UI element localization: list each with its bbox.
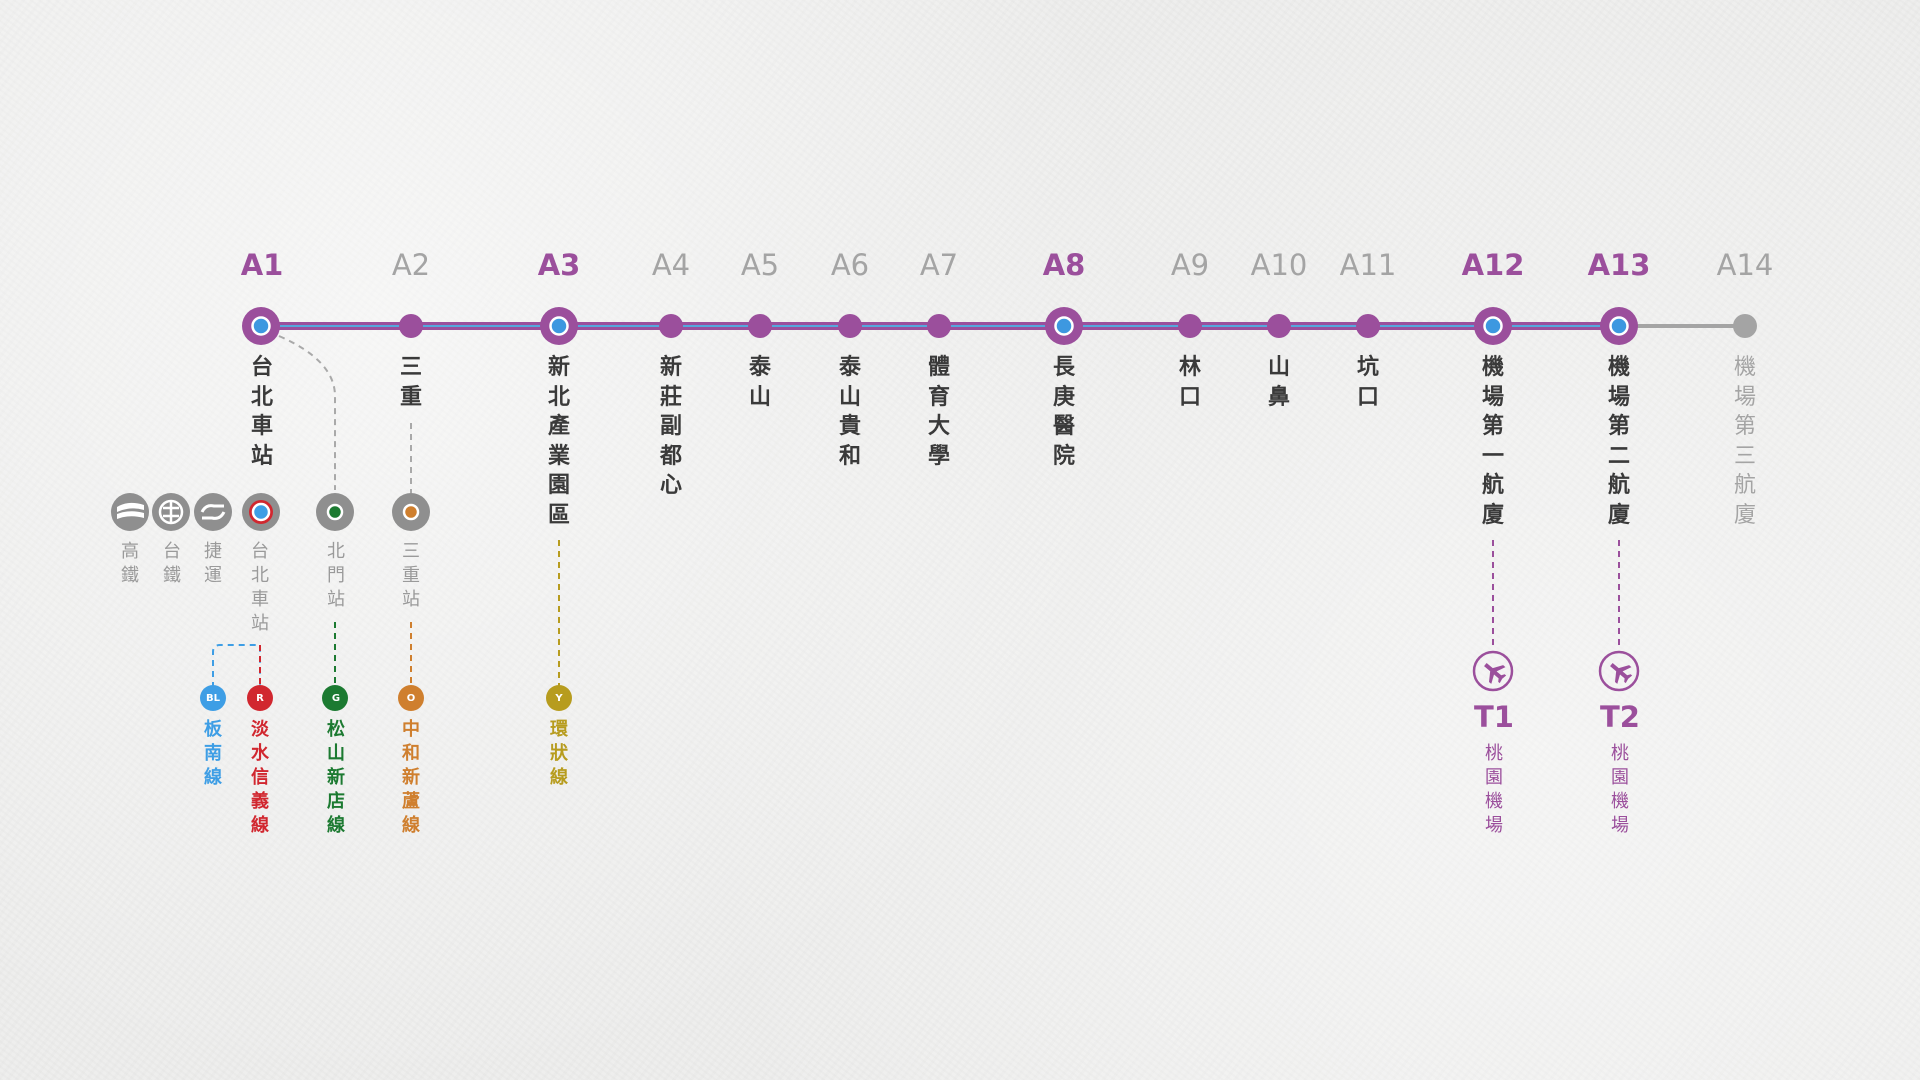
station-marker bbox=[399, 314, 423, 338]
station-name: 長庚醫院 bbox=[1052, 355, 1075, 469]
station-code: A14 bbox=[1716, 248, 1774, 282]
express-stop-dot bbox=[1483, 316, 1503, 336]
station-code: A3 bbox=[537, 248, 581, 282]
station-code: A4 bbox=[651, 248, 691, 282]
transfer-label-high-speed-rail: 高鐵 bbox=[121, 541, 139, 586]
terminal-code-t1: T1 bbox=[1474, 700, 1514, 734]
station-name: 泰山貴和 bbox=[838, 355, 861, 469]
station-name: 新北產業園區 bbox=[547, 355, 570, 528]
transfer-icons bbox=[111, 493, 1640, 711]
station-code: A5 bbox=[740, 248, 780, 282]
metro-icon bbox=[194, 493, 232, 531]
station-code: A7 bbox=[919, 248, 959, 282]
circular-badge-circle bbox=[546, 685, 572, 711]
transfer-station-taipei-main: 台北車站 bbox=[251, 541, 269, 634]
line-badge: Y bbox=[555, 693, 563, 704]
station-marker bbox=[1267, 314, 1291, 338]
station-marker bbox=[1356, 314, 1380, 338]
station-marker bbox=[1178, 314, 1202, 338]
bannan-badge-circle bbox=[200, 685, 226, 711]
beimen-transfer-path bbox=[278, 335, 336, 490]
station-code: A13 bbox=[1587, 248, 1651, 282]
station-code: A12 bbox=[1461, 248, 1525, 282]
line-name-bannan: 板南線 bbox=[204, 719, 222, 788]
station-name: 新莊副都心 bbox=[659, 355, 682, 498]
transfer-label-metro: 捷運 bbox=[204, 541, 222, 586]
station-code: A1 bbox=[240, 248, 284, 282]
express-stop-dot bbox=[251, 316, 271, 336]
green-line-station-icon bbox=[316, 493, 354, 531]
station-name: 三重 bbox=[399, 355, 422, 410]
airplane-icon bbox=[1598, 650, 1640, 692]
line-name-tamsui-xinyi: 淡水信義線 bbox=[251, 719, 269, 836]
station-marker bbox=[838, 314, 862, 338]
express-stop-dot bbox=[549, 316, 569, 336]
station-code: A11 bbox=[1339, 248, 1397, 282]
future-station-marker bbox=[1733, 314, 1757, 338]
terminal-airport-name: 桃園機場 bbox=[1485, 743, 1503, 836]
station-name: 體育大學 bbox=[927, 355, 950, 469]
station-code: A10 bbox=[1250, 248, 1308, 282]
line-badge: R bbox=[256, 693, 264, 704]
airplane-icon bbox=[1472, 650, 1514, 692]
line-name-circular: 環狀線 bbox=[550, 719, 568, 788]
station-code: A8 bbox=[1042, 248, 1086, 282]
transfer-station-beimen: 北門站 bbox=[327, 541, 345, 610]
line-badge: O bbox=[406, 693, 416, 704]
station-marker bbox=[748, 314, 772, 338]
taiwan-railway-icon bbox=[152, 493, 190, 531]
line-badge: G bbox=[331, 693, 341, 704]
express-stop-dot bbox=[1609, 316, 1629, 336]
zhonghe-xinlu-badge-circle bbox=[398, 685, 424, 711]
station-marker bbox=[927, 314, 951, 338]
station-markers bbox=[242, 307, 1757, 345]
mrt-transfer-icon bbox=[242, 493, 280, 531]
high-speed-rail-icon bbox=[111, 493, 149, 531]
transfer-label-taiwan-railway: 台鐵 bbox=[163, 541, 181, 586]
station-code: A9 bbox=[1170, 248, 1210, 282]
songshan-xindian-badge-circle bbox=[322, 685, 348, 711]
station-code: A2 bbox=[391, 248, 431, 282]
station-name: 台北車站 bbox=[250, 355, 273, 469]
station-name: 機場第一航廈 bbox=[1481, 355, 1504, 528]
terminal-code-t2: T2 bbox=[1600, 700, 1640, 734]
station-name: 林口 bbox=[1178, 355, 1201, 410]
tamsui-xinyi-badge-circle bbox=[247, 685, 273, 711]
station-code: A6 bbox=[830, 248, 870, 282]
orange-line-station-icon bbox=[392, 493, 430, 531]
station-name: 機場第三航廈 bbox=[1733, 355, 1756, 528]
station-name: 坑口 bbox=[1356, 355, 1379, 410]
transfer-station-sanchong: 三重站 bbox=[402, 541, 420, 610]
station-name: 泰山 bbox=[748, 355, 771, 410]
line-name-songshan-xindian: 松山新店線 bbox=[327, 719, 345, 836]
terminal-airport-name: 桃園機場 bbox=[1611, 743, 1629, 836]
station-name: 山鼻 bbox=[1267, 355, 1290, 410]
line-name-zhonghe-xinlu: 中和新蘆線 bbox=[402, 719, 420, 836]
station-marker bbox=[659, 314, 683, 338]
station-name: 機場第二航廈 bbox=[1607, 355, 1630, 528]
express-stop-dot bbox=[1054, 316, 1074, 336]
bannan-line-connector bbox=[212, 644, 261, 688]
line-badge: BL bbox=[206, 693, 220, 704]
connector-lines bbox=[212, 335, 1620, 690]
